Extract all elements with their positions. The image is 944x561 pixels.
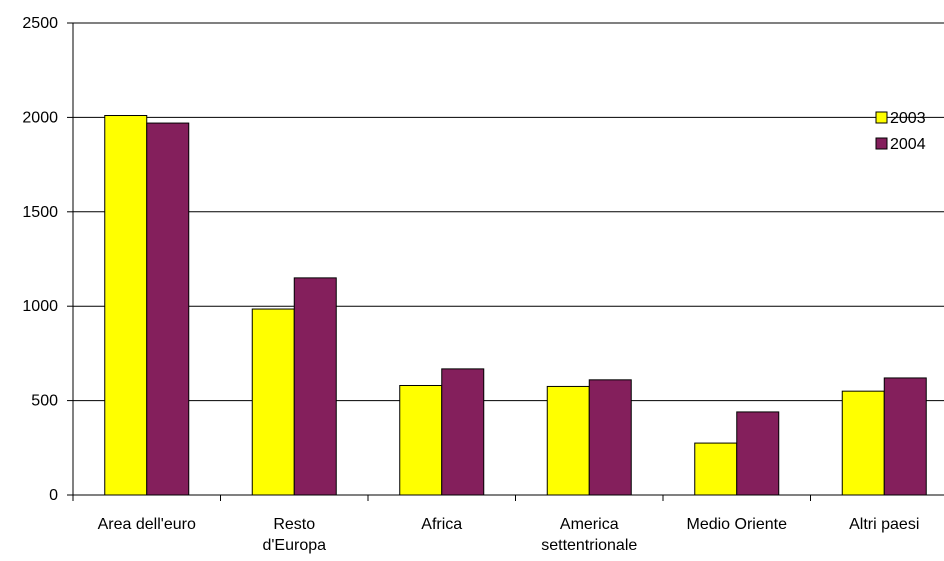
legend-swatch-2004: [875, 137, 888, 150]
legend-label-2003: 2003: [890, 110, 926, 127]
x-tick-label: Area dell'euro: [98, 516, 196, 533]
gridlines: [73, 22, 944, 402]
y-tick-label: 2500: [22, 15, 58, 32]
legend: 2003 2004: [875, 110, 926, 153]
bar-2004: [736, 411, 780, 496]
x-tick-label: Altri paesi: [849, 516, 919, 533]
bar-2004: [146, 122, 190, 496]
bar-2003: [399, 384, 443, 496]
bar-2003: [694, 442, 738, 496]
y-tick-label: 1000: [22, 298, 58, 315]
y-tick-label: 2000: [22, 109, 58, 126]
x-tick-label: d'Europa: [262, 537, 326, 554]
y-tick-label: 500: [31, 393, 58, 410]
bars: [104, 115, 927, 496]
x-tick-label: Africa: [421, 516, 462, 533]
bar-2004: [441, 368, 485, 496]
x-tick-label: Resto: [273, 516, 315, 533]
y-tick-label: 1500: [22, 204, 58, 221]
bar-2004: [588, 379, 632, 496]
bar-2003: [104, 115, 148, 496]
bar-2004: [883, 377, 927, 496]
x-tick-label: Medio Oriente: [687, 516, 788, 533]
bar-2004: [293, 277, 337, 496]
x-tick-label: America: [560, 516, 619, 533]
legend-swatch-2003: [875, 111, 888, 124]
axes: 0 500 1000 1500 2000 2500 Area dell'euro Resto d…: [22, 15, 944, 554]
legend-label-2004: 2004: [890, 136, 926, 153]
x-tick-label: settentrionale: [541, 537, 637, 554]
y-tick-label: 0: [49, 487, 58, 504]
bar-2003: [251, 308, 295, 496]
bar-2003: [546, 385, 590, 496]
bar-2003: [841, 390, 885, 496]
